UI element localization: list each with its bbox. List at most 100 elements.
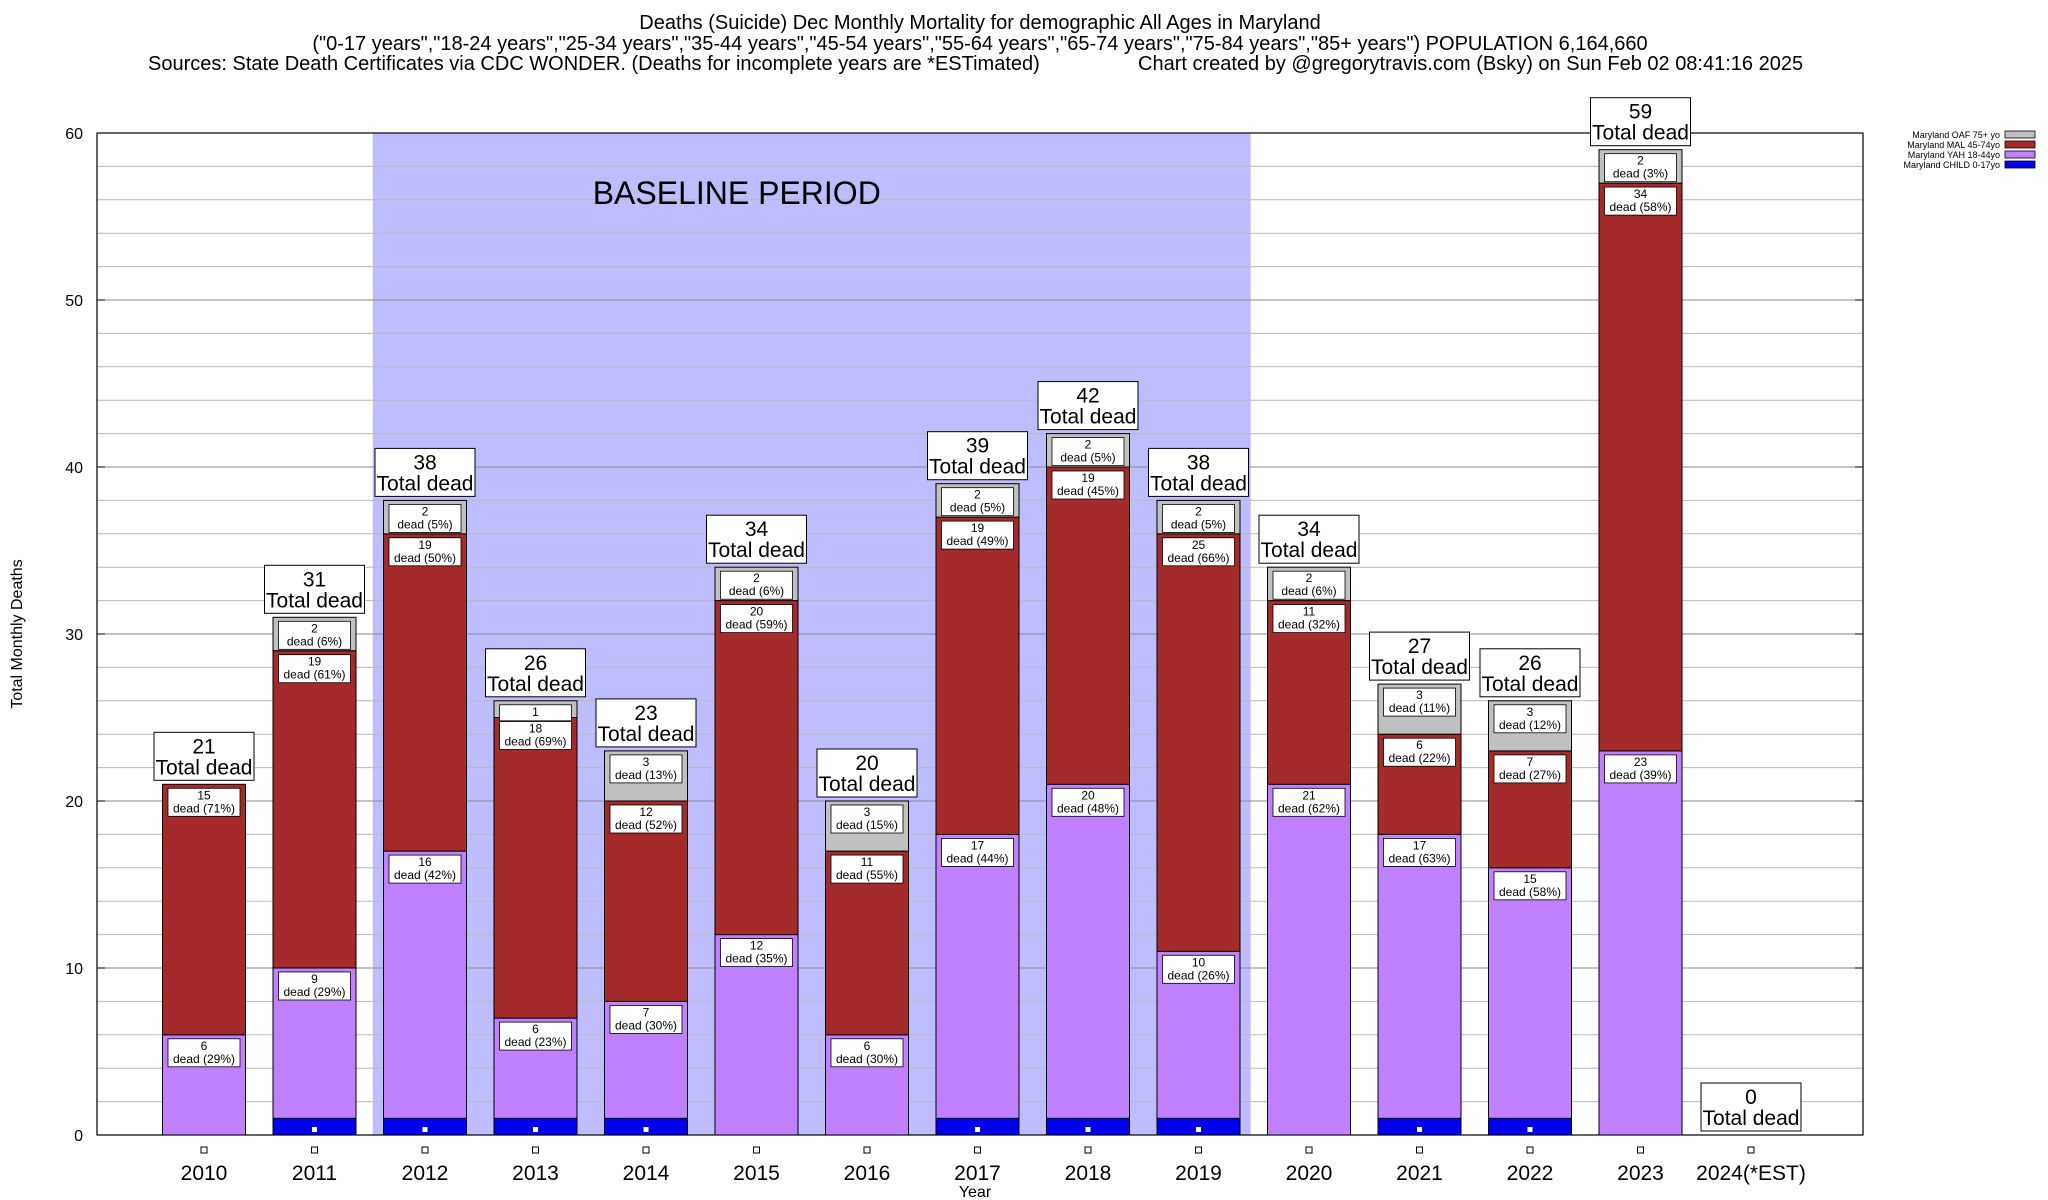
total-box — [595, 698, 697, 748]
segment-count-label: 6 — [864, 1039, 871, 1053]
segment-count-label: 7 — [643, 1005, 650, 1019]
bar-segment — [604, 1117, 688, 1136]
total-suffix-label: Total dead — [1592, 122, 1689, 145]
bar-segment — [1377, 833, 1462, 1119]
bar-segment — [1598, 750, 1683, 1136]
bar-segment — [493, 717, 578, 1019]
child-marker — [1196, 1127, 1201, 1132]
y-axis-label: Total Monthly Deaths — [9, 559, 26, 708]
child-marker — [1417, 1127, 1422, 1132]
total-value-label: 39 — [966, 435, 989, 458]
total-value-label: 38 — [413, 451, 436, 474]
x-tick-marker — [421, 1146, 429, 1154]
legend-label: Maryland YAH 18-44yo — [1908, 150, 2000, 160]
x-tick-marker — [1084, 1146, 1092, 1154]
segment-label-box — [941, 487, 1014, 517]
chart-credit: Chart created by @gregorytravis.com (Bsk… — [1138, 53, 1804, 75]
segment-label-box — [1604, 754, 1677, 784]
total-suffix-label: Total dead — [598, 723, 695, 746]
x-tick-label: 2017 — [954, 1162, 1001, 1185]
total-value-label: 38 — [1187, 451, 1210, 474]
segment-pct-label: dead (29%) — [173, 1052, 235, 1066]
segment-count-label: 19 — [971, 521, 985, 535]
segment-label-box — [941, 838, 1014, 867]
bar-segment — [1156, 533, 1241, 952]
segment-count-label: 2 — [1306, 571, 1313, 585]
total-suffix-label: Total dead — [156, 756, 253, 779]
y-tick-label: 30 — [65, 627, 83, 644]
bar-segment — [383, 1117, 467, 1136]
segment-count-label: 6 — [532, 1022, 539, 1036]
segment-label-box — [1051, 470, 1125, 500]
bar-segment — [935, 833, 1020, 1119]
segment-label-box — [1383, 737, 1456, 767]
x-tick-marker — [1526, 1146, 1534, 1154]
total-suffix-label: Total dead — [929, 456, 1026, 479]
chart-subtitle: ("0-17 years","18-24 years","25-34 years… — [312, 33, 1648, 55]
total-suffix-label: Total dead — [1261, 539, 1358, 562]
segment-count-label: 17 — [1413, 838, 1427, 852]
bar-segment — [383, 850, 467, 1119]
x-tick-marker — [1195, 1146, 1202, 1154]
segment-pct-label: dead (58%) — [1499, 885, 1561, 899]
segment-pct-label: dead (55%) — [836, 868, 898, 882]
child-marker — [1085, 1127, 1091, 1132]
segment-label-box — [1383, 838, 1456, 867]
baseline-label: BASELINE PERIOD — [593, 175, 881, 211]
bar-segment — [1046, 466, 1130, 785]
y-tick-label: 40 — [65, 460, 83, 477]
segment-label-box — [1272, 787, 1346, 817]
total-box — [153, 731, 255, 781]
segment-pct-label: dead (23%) — [504, 1035, 566, 1049]
total-value-label: 21 — [192, 735, 215, 758]
segment-count-label: 19 — [418, 538, 432, 552]
segment-count-label: 9 — [311, 972, 318, 986]
segment-pct-label: dead (30%) — [615, 1018, 677, 1032]
segment-count-label: 11 — [861, 855, 874, 869]
bar-segment — [272, 650, 357, 969]
x-tick-marker — [1416, 1146, 1423, 1154]
segment-label-box — [1493, 704, 1567, 734]
segment-pct-label: dead (66%) — [1167, 551, 1229, 565]
segment-label-box — [830, 804, 904, 834]
total-box — [1258, 514, 1360, 564]
total-suffix-label: Total dead — [1150, 472, 1247, 495]
segment-label-box — [499, 1021, 572, 1051]
bar-segment — [1598, 182, 1683, 752]
x-tick-label: 2013 — [512, 1162, 559, 1185]
segment-label-box — [499, 721, 572, 750]
segment-count-label: 1 — [532, 705, 539, 719]
chart-sources: Sources: State Death Certificates via CD… — [148, 53, 1040, 75]
x-tick-label: 2016 — [844, 1162, 891, 1185]
y-tick-label: 50 — [65, 293, 83, 310]
segment-count-label: 20 — [750, 605, 764, 619]
x-tick-marker — [532, 1146, 539, 1154]
segment-count-label: 11 — [1303, 605, 1316, 619]
segment-count-label: 7 — [1527, 755, 1534, 769]
segment-label-box — [720, 938, 793, 967]
segment-pct-label: dead (69%) — [504, 735, 566, 749]
x-tick-label: 2018 — [1065, 1162, 1112, 1185]
segment-pct-label: dead (6%) — [729, 584, 784, 598]
segment-label-box — [1162, 954, 1235, 984]
segment-label-box — [1493, 754, 1567, 784]
x-tick-marker — [974, 1146, 981, 1154]
total-box — [485, 648, 586, 698]
x-tick-marker — [311, 1146, 318, 1154]
segment-label-box — [1604, 186, 1677, 216]
segment-label-box — [278, 654, 351, 684]
total-box — [1700, 1082, 1802, 1132]
total-suffix-label: Total dead — [487, 673, 584, 696]
segment-pct-label: dead (39%) — [1609, 768, 1671, 782]
total-suffix-label: Total dead — [1040, 406, 1137, 429]
segment-pct-label: dead (52%) — [615, 818, 677, 832]
segment-label-box — [388, 503, 462, 533]
bar-segment — [1046, 783, 1130, 1119]
segment-pct-label: dead (63%) — [1388, 851, 1450, 865]
segment-label-box — [720, 604, 793, 633]
legend-swatch — [2004, 130, 2036, 139]
segment-label-box — [1383, 687, 1456, 717]
bar-segment — [714, 600, 799, 936]
total-suffix-label: Total dead — [819, 773, 916, 796]
segment-count-label: 3 — [864, 805, 871, 819]
